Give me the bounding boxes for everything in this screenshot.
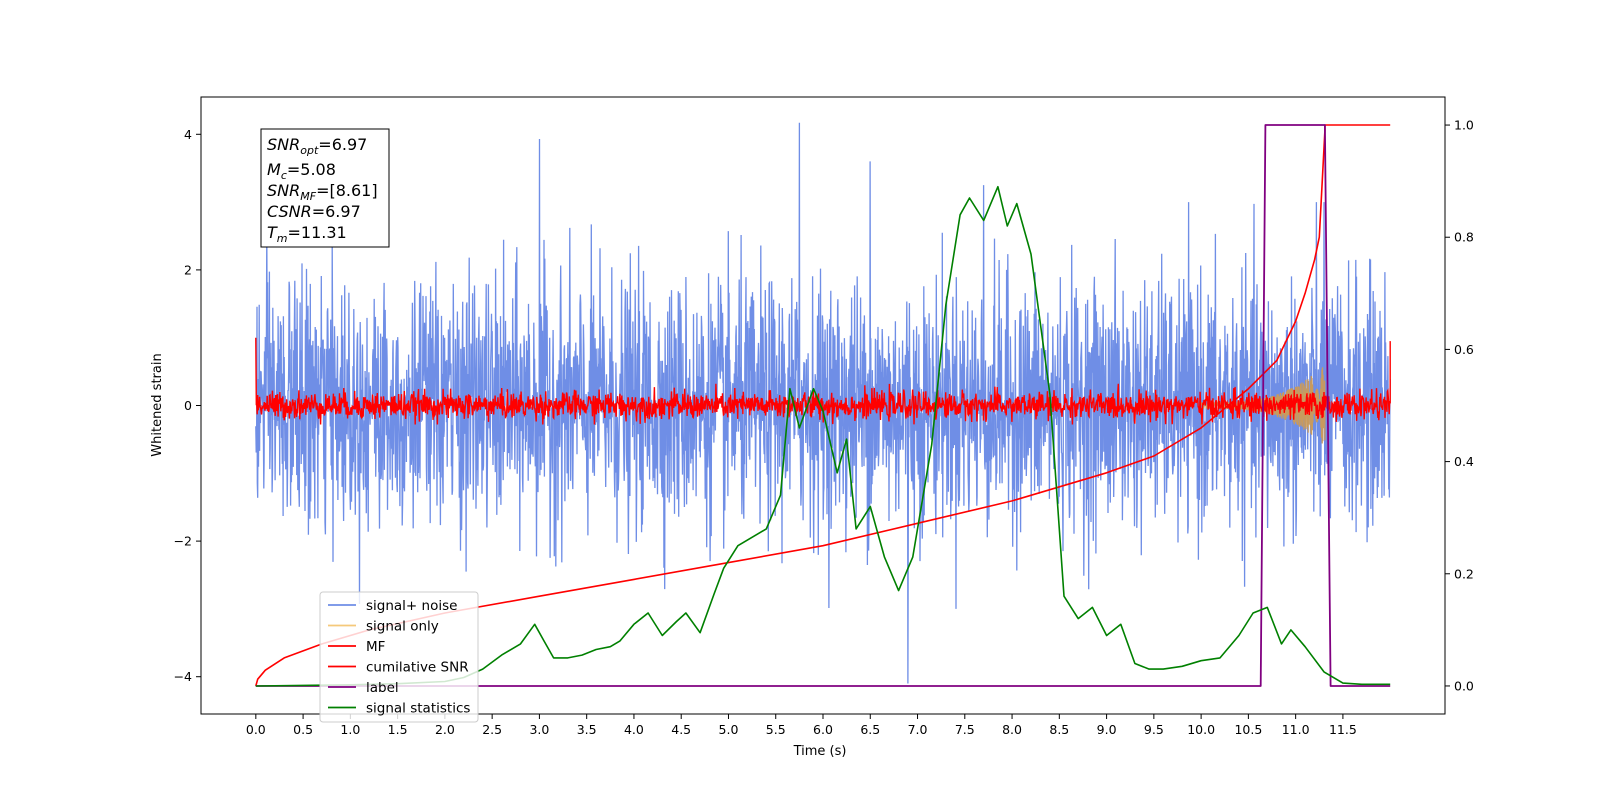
- y2-tick-label: 0.4: [1454, 454, 1474, 469]
- x-tick-label: 3.5: [577, 722, 597, 737]
- x-tick-label: 2.5: [482, 722, 502, 737]
- annotation-box: SNRopt=6.97 Mc=5.08 SNRMF=[8.61] CSNR=6.…: [260, 128, 390, 248]
- annotation-mc: Mc=5.08: [267, 160, 336, 182]
- x-tick-label: 4.0: [624, 722, 644, 737]
- y2-tick-label: 1.0: [1454, 118, 1474, 133]
- x-tick-label: 4.5: [671, 722, 691, 737]
- x-tick-label: 11.5: [1329, 722, 1357, 737]
- annotation-tm: Tm=11.31: [267, 223, 347, 245]
- y-axis-right: 0.0 0.2 0.4 0.6 0.8 1.0: [1445, 118, 1474, 693]
- x-tick-label: 8.0: [1002, 722, 1022, 737]
- y2-tick-label: 0.8: [1454, 230, 1474, 245]
- legend-item: cumilative SNR: [328, 660, 469, 676]
- x-tick-label: 9.5: [1144, 722, 1164, 737]
- x-tick-label: 8.5: [1049, 722, 1069, 737]
- annotation-csnr: CSNR=6.97: [267, 202, 361, 221]
- y-tick-label: 0: [184, 398, 192, 413]
- y-axis-left: −4 −2 0 2 4: [174, 127, 201, 684]
- x-tick-label: 7.0: [908, 722, 928, 737]
- legend-label: signal statistics: [366, 701, 470, 717]
- annotation-snr-opt: SNRopt=6.97: [267, 135, 367, 157]
- legend-item: signal+ noise: [328, 598, 457, 614]
- x-tick-label: 6.5: [860, 722, 880, 737]
- signal-statistics-series: [255, 185, 1391, 687]
- y2-tick-label: 0.6: [1454, 342, 1474, 357]
- x-tick-label: 1.0: [340, 722, 360, 737]
- x-tick-label: 7.5: [955, 722, 975, 737]
- x-tick-label: 0.5: [293, 722, 313, 737]
- label-series: [255, 124, 1391, 687]
- legend-label: cumilative SNR: [366, 660, 469, 676]
- x-tick-label: 2.0: [435, 722, 455, 737]
- annotation-snr-mf: SNRMF=[8.61]: [267, 181, 378, 203]
- x-tick-label: 5.0: [719, 722, 739, 737]
- x-axis: 0.0 0.5 1.0 1.5 2.0 2.5 3.0 3.5 4.0 4.5 5.0 5.5 6.0 6…: [246, 714, 1357, 737]
- y-tick-label: 4: [184, 127, 192, 142]
- legend-item: signal only: [328, 619, 439, 635]
- legend-item: signal statistics: [328, 701, 470, 717]
- x-tick-label: 10.5: [1234, 722, 1262, 737]
- y-tick-label: 2: [184, 262, 192, 277]
- x-tick-label: 5.5: [766, 722, 786, 737]
- y2-tick-label: 0.2: [1454, 566, 1474, 581]
- x-tick-label: 1.5: [388, 722, 408, 737]
- y2-tick-label: 0.0: [1454, 678, 1474, 693]
- mf-series: [255, 337, 1391, 425]
- legend-label: signal only: [366, 619, 439, 635]
- x-tick-label: 11.0: [1282, 722, 1310, 737]
- legend-label: label: [366, 680, 399, 696]
- y-tick-label: −2: [174, 534, 192, 549]
- legend-item: MF: [328, 639, 385, 655]
- legend: signal+ noise signal only MF cumilative SNR…: [319, 591, 479, 723]
- x-tick-label: 3.0: [529, 722, 549, 737]
- x-tick-label: 6.0: [813, 722, 833, 737]
- x-axis-label: Time (s): [793, 744, 847, 759]
- signal-statistics-line: [255, 185, 1391, 687]
- y-tick-label: −4: [174, 669, 192, 684]
- label-line: [255, 124, 1391, 687]
- legend-label: MF: [366, 639, 385, 655]
- x-tick-label: 0.0: [246, 722, 266, 737]
- x-tick-label: 9.0: [1097, 722, 1117, 737]
- mf-line: [255, 337, 1391, 425]
- x-tick-label: 10.0: [1187, 722, 1215, 737]
- legend-label: signal+ noise: [366, 598, 457, 614]
- y-axis-label: Whitened strain: [150, 353, 165, 456]
- legend-frame: [319, 591, 479, 723]
- legend-item: label: [328, 680, 399, 696]
